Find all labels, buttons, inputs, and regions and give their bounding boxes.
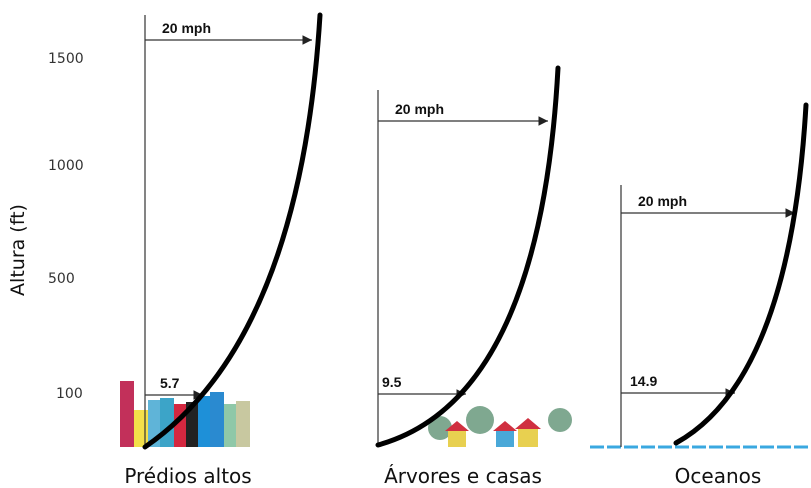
speed-label: 5.7 — [160, 375, 180, 391]
trees-houses — [428, 406, 572, 447]
panel-label: Prédios altos — [124, 464, 251, 488]
panel-label: Árvores e casas — [384, 464, 542, 488]
speed-label: 20 mph — [162, 20, 211, 36]
tick-label: 1500 — [48, 51, 84, 67]
speed-label: 9.5 — [382, 374, 402, 390]
diagram: Altura (ft) 1500 1000 500 100 20 mph 5.7… — [0, 0, 811, 488]
speed-label: 14.9 — [630, 373, 657, 389]
tick-label: 1000 — [48, 158, 84, 174]
speed-label: 20 mph — [638, 193, 687, 209]
wind-profile — [676, 105, 806, 443]
y-axis-label: Altura (ft) — [7, 204, 29, 296]
panel-label: Oceanos — [675, 464, 762, 488]
speed-label: 20 mph — [395, 101, 444, 117]
tick-label: 500 — [48, 271, 75, 287]
tick-label: 100 — [56, 386, 83, 402]
wind-profile — [378, 68, 558, 445]
